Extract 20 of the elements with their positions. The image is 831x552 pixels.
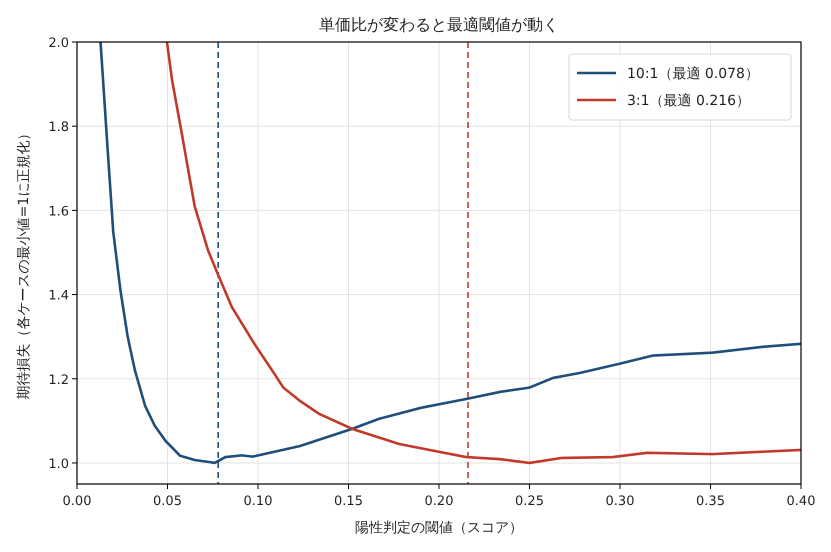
x-axis-title: 陽性判定の閾値（スコア） <box>355 520 523 536</box>
x-tick-label: 0.20 <box>424 494 454 509</box>
x-tick-label: 0.00 <box>62 494 92 509</box>
y-tick-label: 1.2 <box>48 372 69 388</box>
y-tick-label: 1.8 <box>48 120 69 136</box>
x-tick-label: 0.25 <box>515 494 544 509</box>
y-axis-title: 期待損失（各ケースの最小値=1に正規化） <box>16 126 32 400</box>
x-tick-label: 0.30 <box>606 494 634 509</box>
chart-title: 単価比が変わると最適閾値が動く <box>319 15 559 34</box>
x-tick-label: 0.05 <box>153 494 182 509</box>
y-tick-label: 1.4 <box>48 288 69 304</box>
legend-label: 10:1（最適 0.078） <box>627 66 759 82</box>
y-tick-label: 2.0 <box>48 36 69 51</box>
legend-label: 3:1（最適 0.216） <box>627 93 750 109</box>
x-tick-label: 0.10 <box>244 494 272 509</box>
x-tick-label: 0.35 <box>696 494 725 509</box>
x-tick-label: 0.40 <box>786 494 816 509</box>
y-tick-label: 1.6 <box>48 204 69 220</box>
y-tick-label: 1.0 <box>48 456 69 472</box>
x-tick-label: 0.15 <box>334 494 363 509</box>
